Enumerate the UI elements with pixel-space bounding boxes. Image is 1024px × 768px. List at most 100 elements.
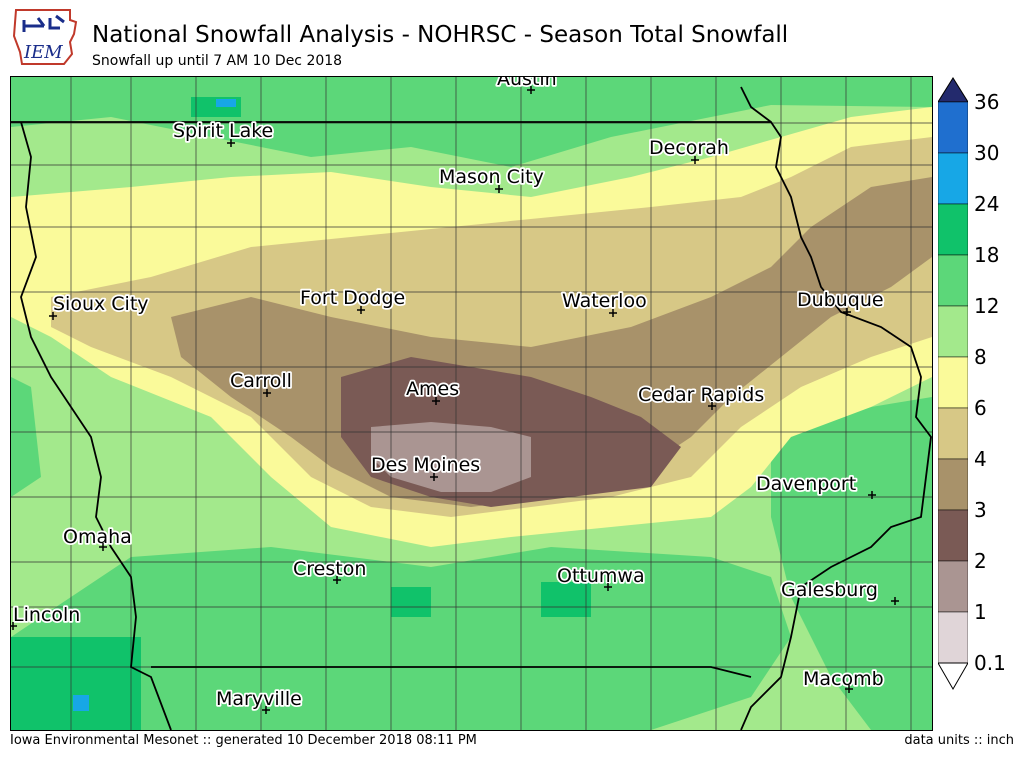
city-label: Ottumwa (557, 565, 645, 587)
legend-swatch (938, 611, 968, 664)
city-label: Creston (293, 558, 366, 580)
legend-swatch (938, 458, 968, 511)
city-label: Fort Dodge (300, 287, 405, 309)
city-label: Maryville (216, 688, 302, 710)
legend-swatch (938, 101, 968, 154)
legend-swatch (938, 356, 968, 409)
city-label: Des Moines (371, 454, 480, 476)
legend-label: 4 (974, 447, 987, 471)
city-dubuque[interactable]: Dubuque (795, 287, 885, 316)
state-boundaries (11, 86, 932, 730)
city-marker (263, 389, 271, 397)
legend-label: 0.1 (974, 651, 1006, 675)
legend-label: 1 (974, 600, 987, 624)
city-label: Decorah (649, 137, 729, 159)
legend-arrow-top (938, 77, 968, 103)
footer-units: data units :: inch (904, 733, 1014, 748)
city-decorah[interactable]: Decorah (647, 135, 731, 164)
city-marker (357, 306, 365, 314)
city-marker (495, 185, 503, 193)
city-marker (11, 622, 17, 630)
city-label: Austin (497, 77, 557, 90)
city-label: Mason City (439, 166, 544, 188)
city-davenport[interactable]: Davenport (754, 471, 876, 499)
city-marker (868, 491, 876, 499)
legend-label: 2 (974, 549, 987, 573)
legend-swatch (938, 407, 968, 460)
city-label: Cedar Rapids (638, 384, 764, 406)
city-marker (843, 308, 851, 316)
legend-label: 8 (974, 345, 987, 369)
city-omaha[interactable]: Omaha (61, 524, 134, 551)
band-24-30-spots (73, 99, 236, 711)
city-lincoln[interactable]: Lincoln (11, 602, 82, 630)
city-macomb[interactable]: Macomb (801, 666, 885, 693)
city-marker (227, 139, 235, 147)
legend-label: 3 (974, 498, 987, 522)
city-fort-dodge[interactable]: Fort Dodge (298, 285, 407, 314)
legend-arrow-bottom (938, 662, 968, 691)
city-marker (891, 597, 899, 605)
legend-swatch (938, 254, 968, 307)
city-ottumwa[interactable]: Ottumwa (555, 563, 646, 591)
city-sioux-city[interactable]: Sioux City (49, 291, 150, 320)
legend-label: 24 (974, 192, 1000, 216)
city-spirit-lake[interactable]: Spirit Lake (171, 118, 275, 147)
city-austin[interactable]: Austin (495, 77, 558, 94)
city-label: Dubuque (797, 289, 884, 311)
legend-color-swatches (938, 77, 968, 691)
city-galesburg[interactable]: Galesburg (779, 577, 899, 605)
city-label: Ames (406, 378, 459, 400)
legend-swatch (938, 152, 968, 205)
city-marker (845, 685, 853, 693)
city-label: Macomb (803, 668, 884, 690)
city-label: Davenport (756, 473, 856, 495)
city-label: Omaha (63, 526, 132, 548)
city-marker (708, 402, 716, 410)
city-cedar-rapids[interactable]: Cedar Rapids (636, 382, 766, 410)
city-marker (691, 156, 699, 164)
city-ames[interactable]: Ames (404, 376, 461, 405)
legend-label: 30 (974, 141, 1000, 165)
city-label: Spirit Lake (173, 120, 273, 142)
city-carroll[interactable]: Carroll (228, 368, 294, 397)
legend-label: 6 (974, 396, 987, 420)
city-label: Galesburg (781, 579, 878, 601)
snowfall-map[interactable]: Austin Spirit Lake Decorah Mason City Si… (10, 76, 933, 731)
legend-colorbar: 36 30 24 18 12 8 6 4 3 2 1 0.1 (938, 76, 1024, 696)
city-label: Waterloo (562, 290, 647, 312)
city-label: Lincoln (13, 604, 80, 626)
city-markers: Austin Spirit Lake Decorah Mason City Si… (11, 77, 899, 714)
city-marker (49, 312, 57, 320)
county-lines (11, 77, 932, 730)
city-des-moines[interactable]: Des Moines (369, 452, 482, 481)
city-creston[interactable]: Creston (291, 556, 368, 584)
city-marker (99, 543, 107, 551)
city-label: Carroll (230, 370, 292, 392)
city-mason-city[interactable]: Mason City (437, 164, 546, 193)
legend-swatch (938, 305, 968, 358)
city-marker (430, 473, 438, 481)
legend-label: 18 (974, 243, 1000, 267)
legend-swatch (938, 509, 968, 562)
city-marker (609, 309, 617, 317)
legend-label: 36 (974, 90, 1000, 114)
legend-label: 12 (974, 294, 1000, 318)
city-marker (432, 397, 440, 405)
city-marker (604, 583, 612, 591)
page-subtitle: Snowfall up until 7 AM 10 Dec 2018 (92, 53, 343, 69)
iem-logo: IEM (10, 6, 78, 68)
city-marker (262, 706, 270, 714)
city-label: Sioux City (53, 293, 149, 315)
city-marker (527, 86, 535, 94)
logo-text: IEM (23, 42, 63, 63)
footer-credit: Iowa Environmental Mesonet :: generated … (10, 733, 477, 748)
snowfall-map-svg: Austin Spirit Lake Decorah Mason City Si… (11, 77, 932, 730)
band-1-2 (371, 422, 531, 492)
city-maryville[interactable]: Maryville (214, 686, 304, 714)
page-title: National Snowfall Analysis - NOHRSC - Se… (92, 22, 789, 48)
legend-swatch (938, 560, 968, 613)
city-marker (333, 576, 341, 584)
city-waterloo[interactable]: Waterloo (560, 288, 648, 317)
legend-swatch (938, 203, 968, 256)
